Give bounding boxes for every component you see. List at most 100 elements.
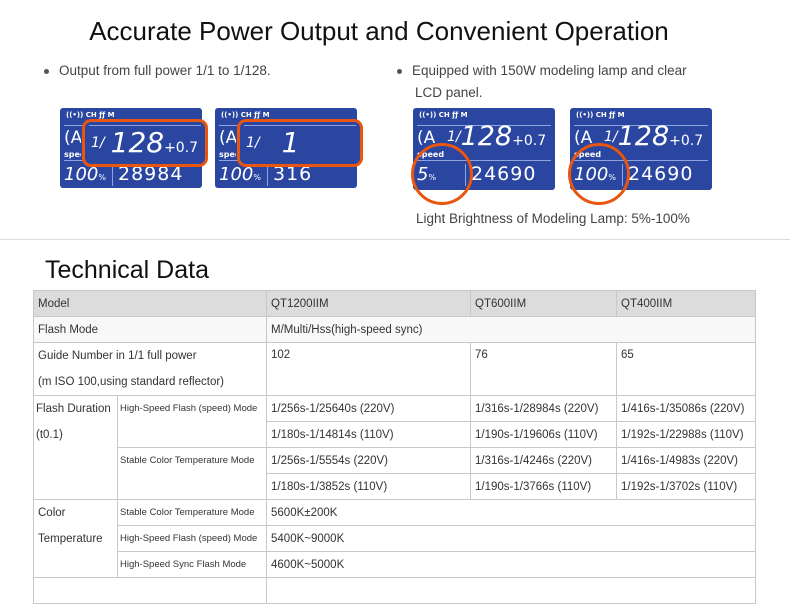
lcd-count: 24690 (628, 163, 694, 185)
row-label: Flash Mode (32, 316, 268, 343)
highlight-lamp-circle (568, 143, 630, 205)
table-header-row: Model QT1200IIM QT600IIM QT400IIM (32, 290, 757, 317)
lcd-power-value: 128 (617, 121, 670, 152)
table-cell: 76 (470, 342, 618, 396)
table-cell: 65 (616, 342, 757, 396)
lcd-power: 1/1 (246, 126, 300, 164)
table-cell: 1/256s-1/5554s (220V) (266, 447, 472, 474)
lcd-percent-unit: % (253, 173, 261, 182)
mode-label: High-Speed Flash (speed) Mode (116, 525, 268, 552)
lcd-power-value: 128 (110, 126, 165, 159)
bullet-text: Equipped with 150W modeling lamp and cle… (412, 63, 687, 78)
table-cell (32, 577, 268, 604)
table-cell: 1/180s-1/3852s (110V) (266, 473, 472, 500)
lcd-speed-label: speed (64, 150, 81, 159)
lcd-percent-value: 100 (219, 164, 254, 185)
mode-label: High-Speed Flash (speed) Mode (116, 395, 268, 448)
table-cell: 1/192s-1/22988s (110V) (616, 421, 757, 448)
lcd-mode: (A (64, 128, 81, 148)
table-row: High-Speed Flash (speed) Mode 5400K~9000… (34, 525, 757, 552)
lcd-separator (267, 164, 268, 186)
table-row (32, 577, 757, 604)
table-cell: 1/316s-1/4246s (220V) (470, 447, 618, 474)
lcd-divider (244, 125, 356, 126)
bullet-text: LCD panel. (415, 85, 483, 100)
bullet-dot (397, 68, 402, 74)
lcd-ev: +0.7 (669, 133, 704, 149)
table-cell (266, 577, 757, 604)
table-cell: 5400K~9000K (266, 525, 757, 552)
technical-data-table: Model QT1200IIM QT600IIM QT400IIM Flash … (32, 290, 757, 604)
row-label-line: (m ISO 100,using standard reflector) (38, 376, 224, 388)
header-cell: QT1200IIM (266, 290, 472, 317)
lcd-ev: +0.7 (512, 133, 547, 149)
divider (0, 239, 790, 240)
header-cell: QT400IIM (616, 290, 757, 317)
table-cell: 102 (266, 342, 472, 396)
table-cell: 1/192s-1/3702s (110V) (616, 473, 757, 500)
mode-label: High-Speed Sync Flash Mode (116, 551, 268, 578)
mode-label: Stable Color Temperature Mode (116, 499, 268, 526)
table-row: 1/180s-1/14814s (110V) 1/190s-1/19606s (… (34, 421, 757, 448)
lcd-power-prefix: 1/ (447, 129, 461, 145)
lcd-status: ((•)) CH ƒƒ M (419, 111, 468, 119)
lcd-power: 1/128+0.7 (604, 122, 703, 156)
table-cell: 4600K~5000K (266, 551, 757, 578)
row-label-line: Flash Duration (36, 403, 111, 415)
lcd-divider (89, 125, 201, 126)
lcd-power: 1/128+0.7 (447, 122, 546, 156)
table-row: Guide Number in 1/1 full power (m ISO 100… (32, 342, 757, 396)
lcd-mode: (A (417, 128, 436, 148)
table-row: High-Speed Sync Flash Mode 4600K~5000K (34, 551, 757, 578)
header-cell: QT600IIM (470, 290, 618, 317)
lcd-percent-unit: % (98, 173, 106, 182)
table-cell: 1/416s-1/4983s (220V) (616, 447, 757, 474)
highlight-lamp-circle (411, 143, 473, 205)
lcd-count: 316 (273, 163, 313, 185)
lcd-divider (574, 125, 708, 126)
table-cell: 1/316s-1/28984s (220V) (470, 395, 618, 422)
bullet-power-range: Output from full power 1/1 to 1/128. (44, 60, 271, 82)
bullet-modeling-lamp: Equipped with 150W modeling lamp and cle… (397, 60, 687, 104)
table-row: Stable Color Temperature Mode 1/256s-1/5… (34, 447, 757, 500)
section-title: Technical Data (45, 256, 209, 284)
lcd-percent-value: 100 (64, 164, 99, 185)
lcd-status: ((•)) CH ƒƒ M (221, 111, 270, 119)
table-cell: M/Multi/Hss(high-speed sync) (266, 316, 757, 343)
highlight-power-box: 1/1 (237, 119, 363, 167)
table-cell: 1/190s-1/19606s (110V) (470, 421, 618, 448)
lcd-mode: (A (219, 128, 236, 148)
header-cell: Model (32, 290, 268, 317)
table-cell: 1/256s-1/25640s (220V) (266, 395, 472, 422)
lcd-divider (417, 125, 551, 126)
row-label: Color Temperature (33, 499, 118, 578)
table-cell: 1/190s-1/3766s (110V) (470, 473, 618, 500)
lcd-power-value: 1 (281, 126, 300, 159)
lcd-power: 1/128+0.7 (91, 126, 198, 164)
row-label-line: Color (38, 507, 66, 519)
table-row: Flash Duration (t0.1) High-Speed Flash (s… (33, 395, 757, 500)
lcd-power-prefix: 1/ (246, 135, 260, 151)
table-cell: 1/416s-1/35086s (220V) (616, 395, 757, 422)
table-cell: 1/180s-1/14814s (110V) (266, 421, 472, 448)
table-row: Color Temperature Stable Color Temperatur… (33, 499, 757, 578)
lcd-status: ((•)) CH ƒƒ M (576, 111, 625, 119)
mode-label: Stable Color Temperature Mode (116, 447, 268, 500)
row-label-line: Temperature (38, 533, 103, 545)
lcd-percent: 100% (64, 164, 106, 185)
modeling-lamp-caption: Light Brightness of Modeling Lamp: 5%-10… (416, 211, 690, 226)
lcd-power-prefix: 1/ (91, 135, 105, 151)
table-cell: 5600K±200K (266, 499, 757, 526)
page-title: Accurate Power Output and Convenient Ope… (89, 16, 669, 46)
row-label: Guide Number in 1/1 full power (m ISO 100… (32, 342, 268, 396)
lcd-power-prefix: 1/ (604, 129, 618, 145)
lcd-count: 28984 (118, 163, 184, 185)
lcd-count: 24690 (471, 163, 537, 185)
row-label-line: (t0.1) (36, 429, 63, 441)
row-label: Flash Duration (t0.1) (33, 395, 118, 500)
table-row: Flash Mode M/Multi/Hss(high-speed sync) (32, 316, 757, 343)
lcd-mode: (A (574, 128, 593, 148)
lcd-status: ((•)) CH ƒƒ M (66, 111, 115, 119)
highlight-power-box: 1/128+0.7 (82, 119, 208, 167)
lcd-percent: 100% (219, 164, 261, 185)
